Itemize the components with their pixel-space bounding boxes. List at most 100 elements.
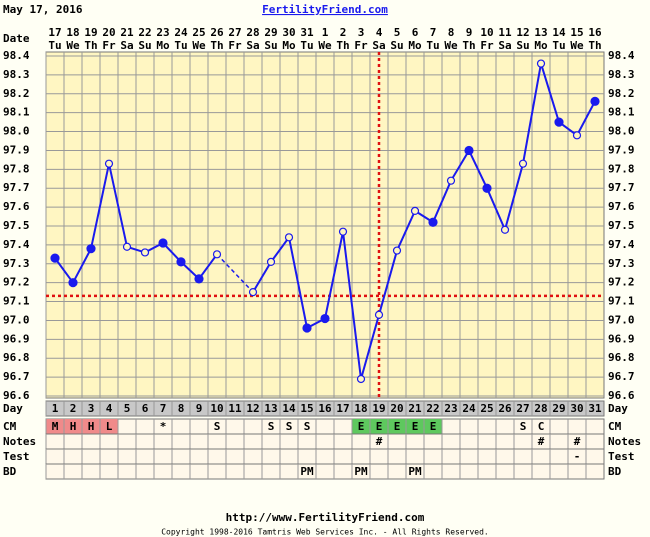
day-number: 7 — [160, 402, 167, 415]
y-tick-label-right: 98.3 — [608, 68, 635, 81]
temperature-point — [212, 250, 222, 259]
site-link[interactable]: FertilityFriend.com — [262, 3, 388, 16]
day-number: 14 — [282, 402, 296, 415]
weekday: Th — [588, 39, 601, 52]
y-tick-label: 98.0 — [3, 125, 30, 138]
row-label-right: Test — [608, 450, 635, 463]
row-label: Test — [3, 450, 30, 463]
y-tick-label: 96.6 — [3, 389, 30, 402]
date-number: 20 — [102, 26, 115, 39]
cell-text: M — [52, 420, 59, 433]
temperature-point — [50, 253, 60, 263]
temperature-point — [158, 238, 168, 248]
weekday: Tu — [48, 39, 61, 52]
day-number: 26 — [498, 402, 512, 415]
date-number: 29 — [264, 26, 277, 39]
y-tick-label: 97.3 — [3, 257, 30, 270]
date-number: 17 — [48, 26, 61, 39]
date-number: 14 — [552, 26, 566, 39]
temperature-point — [464, 145, 474, 156]
day-label: Day — [3, 402, 23, 415]
weekday: We — [66, 39, 80, 52]
weekday: Th — [210, 39, 223, 52]
weekday: Sa — [120, 39, 133, 52]
date-number: 15 — [570, 26, 583, 39]
weekday: We — [318, 39, 332, 52]
day-number: 1 — [52, 402, 59, 415]
day-number: 20 — [390, 402, 403, 415]
cell-text: # — [538, 435, 545, 448]
date-number: 26 — [210, 26, 224, 39]
weekday: Sa — [372, 39, 385, 52]
y-tick-label: 98.4 — [3, 49, 30, 62]
weekday: We — [444, 39, 458, 52]
y-tick-label: 96.8 — [3, 351, 30, 364]
date-number: 4 — [376, 26, 383, 39]
date-number: 7 — [430, 26, 437, 39]
temperature-point — [320, 313, 330, 324]
y-tick-label: 97.0 — [3, 313, 30, 326]
y-tick-label-right: 98.4 — [608, 49, 635, 62]
day-number: 25 — [480, 402, 493, 415]
date-number: 11 — [498, 26, 512, 39]
day-number: 12 — [246, 402, 259, 415]
date-number: 23 — [156, 26, 169, 39]
date-number: 21 — [120, 26, 134, 39]
day-number: 24 — [462, 402, 476, 415]
cell-text: L — [106, 420, 113, 433]
date-number: 16 — [588, 26, 602, 39]
day-number: 28 — [534, 402, 547, 415]
date-number: 2 — [340, 26, 347, 39]
date-number: 8 — [448, 26, 455, 39]
cell-highlight — [352, 419, 442, 434]
footer-url[interactable]: http://www.FertilityFriend.com — [226, 511, 425, 524]
row-bg — [45, 433, 605, 450]
y-tick-label-right: 96.8 — [608, 351, 635, 364]
cell-text: E — [394, 420, 401, 433]
cell-text: S — [304, 420, 311, 433]
day-number: 16 — [318, 402, 332, 415]
day-number: 22 — [426, 402, 439, 415]
temperature-point — [572, 131, 582, 140]
day-number: 3 — [88, 402, 95, 415]
temperature-point — [428, 217, 438, 227]
y-tick-label: 96.9 — [3, 332, 30, 345]
cell-text: S — [520, 420, 527, 433]
weekday: Th — [84, 39, 97, 52]
weekday: Su — [264, 39, 277, 52]
cell-text: C — [538, 420, 545, 433]
day-number: 31 — [588, 402, 602, 415]
temperature-point — [266, 257, 276, 266]
row-label-right: BD — [608, 465, 622, 478]
y-tick-label-right: 96.9 — [608, 332, 635, 345]
day-number: 23 — [444, 402, 457, 415]
y-tick-label-right: 98.2 — [608, 87, 635, 100]
day-number: 17 — [336, 402, 349, 415]
y-tick-label: 98.1 — [3, 106, 30, 119]
y-tick-label-right: 96.7 — [608, 370, 635, 383]
temperature-point — [446, 176, 456, 185]
row-label: BD — [3, 465, 17, 478]
weekday: Su — [138, 39, 151, 52]
weekday: Mo — [282, 39, 296, 52]
weekday: We — [570, 39, 584, 52]
temperature-point — [284, 233, 294, 242]
y-tick-label-right: 98.1 — [608, 106, 635, 119]
y-tick-label-right: 97.5 — [608, 219, 635, 232]
temperature-point — [356, 374, 366, 384]
temperature-point — [122, 242, 132, 251]
weekday: Fr — [102, 39, 116, 52]
temperature-point — [68, 278, 78, 288]
row-label: Notes — [3, 435, 36, 448]
day-number: 2 — [70, 402, 77, 415]
day-number: 13 — [264, 402, 277, 415]
date-number: 24 — [174, 26, 188, 39]
temperature-point — [194, 274, 204, 284]
temperature-point — [536, 59, 546, 68]
date-number: 22 — [138, 26, 151, 39]
y-tick-label-right: 97.1 — [608, 295, 635, 308]
weekday: Fr — [228, 39, 242, 52]
y-tick-label-right: 97.4 — [608, 238, 635, 251]
y-tick-label: 97.1 — [3, 295, 30, 308]
date-number: 1 — [322, 26, 329, 39]
